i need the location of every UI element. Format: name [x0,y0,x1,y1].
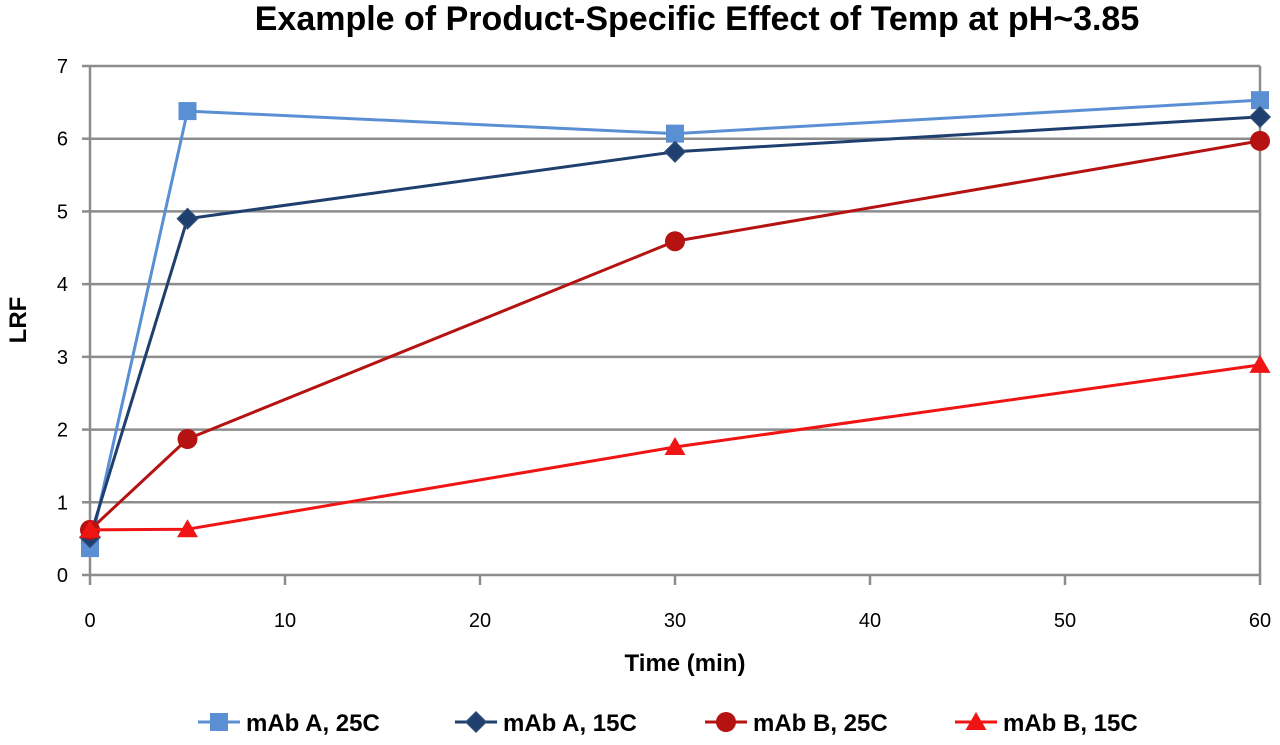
legend-marker [965,712,987,730]
x-tick-label: 60 [1249,610,1271,632]
data-point [177,429,198,450]
series-4 [79,354,1271,538]
data-point [177,519,198,538]
x-tick-label: 50 [1054,610,1076,632]
axes: 0 1 2 3 4 5 6 7 0 10 20 30 40 50 60 [57,56,1271,632]
series-line [88,139,1261,532]
series-3 [80,130,1270,540]
data-point [663,140,687,163]
x-tick-label: 30 [664,610,686,632]
data-point [1248,105,1272,128]
legend-item: mAb A, 15C [455,710,637,737]
data-point [1249,354,1271,373]
legend-item: mAb B, 15C [955,710,1138,737]
y-tick-label: 4 [57,274,68,296]
x-tick-label: 0 [84,610,95,632]
y-axis-label: LRF [5,297,32,344]
y-tick-label: 7 [57,56,68,78]
data-point [1250,130,1270,151]
data-point [666,124,684,143]
legend-label: mAb A, 25C [246,710,380,737]
legend-marker [464,710,488,734]
data-point [79,519,101,538]
y-tick-label: 3 [57,347,68,369]
series-line [89,363,1261,532]
chart-title: Example of Product-Specific Effect of Te… [255,0,1140,38]
legend-label: mAb B, 15C [1003,710,1138,737]
legend-item: mAb B, 25C [705,710,888,737]
data-point [178,102,197,121]
series-line [88,115,1261,538]
data-point [664,437,686,456]
x-axis-label: Time (min) [625,650,746,677]
series-line [88,98,1261,549]
legend-marker [210,713,228,731]
legend-label: mAb A, 15C [503,710,637,737]
x-tick-label: 40 [859,610,881,632]
legend-label: mAb B, 25C [753,710,888,737]
series-group [78,91,1272,558]
legend-item: mAb A, 25C [198,710,380,737]
y-tick-label: 5 [57,201,68,223]
series-2 [78,105,1272,549]
y-tick-label: 0 [57,565,68,587]
legend-marker [716,712,736,732]
y-tick-label: 1 [57,492,68,514]
x-tick-label: 20 [469,610,491,632]
y-tick-label: 2 [57,420,68,442]
x-tick-label: 10 [274,610,296,632]
data-point [1251,91,1269,110]
legend: mAb A, 25C mAb A, 15C mAb B, 25C mAb B, 15C [198,710,1138,737]
data-point [665,231,685,252]
data-point [176,207,199,230]
y-tick-label: 6 [57,129,68,151]
